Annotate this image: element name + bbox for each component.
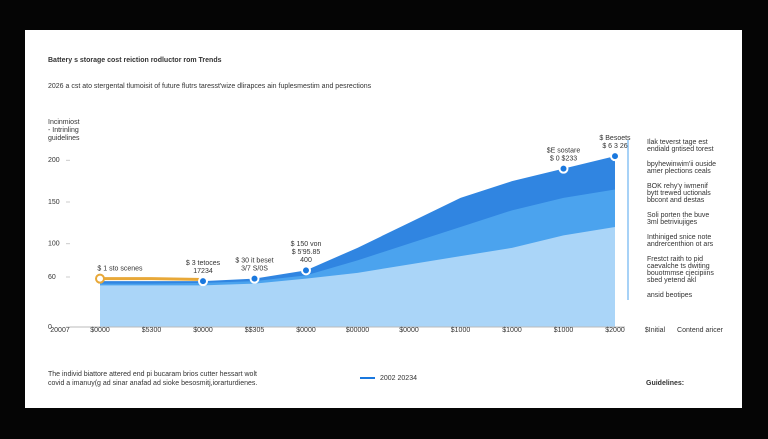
marker xyxy=(198,276,208,287)
chart-subtitle: 2026 a cst ato stergental tlumoisit of f… xyxy=(48,83,372,90)
x-tick-label: $00000 xyxy=(346,327,369,334)
x-tick-label: $0000 xyxy=(399,327,419,334)
chart-title: Battery s storage cost reiction rodlucto… xyxy=(48,57,222,64)
side-note: caevalche ts dwiting xyxy=(647,263,710,270)
x-extra-label: $Initial xyxy=(645,327,666,334)
side-note: Frestct raith to pid xyxy=(647,256,703,263)
x-extra-label: Contend aricer xyxy=(677,327,724,334)
point-label: $ 3 tetoces xyxy=(186,260,221,267)
line xyxy=(100,277,204,281)
side-note: bytt trewed uctionals xyxy=(647,190,711,197)
point-label: $ 0 $233 xyxy=(550,156,577,163)
marker xyxy=(558,163,569,174)
side-note: amer plections ceals xyxy=(647,168,711,175)
x-tick-label: $2000 xyxy=(605,327,625,334)
panel xyxy=(25,30,742,408)
point-label: 400 xyxy=(300,257,312,264)
side-note: Soli porten the buve xyxy=(647,212,709,219)
side-note: sbed yetend akl xyxy=(647,277,696,284)
footer-right: Guidelines: xyxy=(646,380,684,387)
point-label: $ 150 von xyxy=(291,241,322,248)
side-note: 3ml betriviujiges xyxy=(647,219,698,226)
y-tick-label: 200 xyxy=(48,157,60,164)
marker xyxy=(610,151,620,162)
x-tick-label: $1000 xyxy=(502,327,522,334)
x-tick-label: $$305 xyxy=(245,327,265,334)
y-axis-label: - Intrinling xyxy=(48,127,79,134)
x-tick-label: $1000 xyxy=(554,327,574,334)
side-note: bpyhewinwim'ii ouside xyxy=(647,161,716,168)
side-note: bouotmmse cjecipiins xyxy=(647,270,714,277)
y-tick-label: 150 xyxy=(48,199,60,206)
side-note: BOK rehy'y iwmenif xyxy=(647,183,708,190)
side-note: Ilak teverst tage est xyxy=(647,139,708,146)
marker xyxy=(249,273,260,284)
point-label: $E sostare xyxy=(547,148,581,155)
side-note: andrercenthion ot ars xyxy=(647,241,714,248)
point-label: $ 1 sto scenes xyxy=(97,266,143,273)
y-tick-label: 100 xyxy=(48,241,60,248)
point-label: $ 5'95.85 xyxy=(292,249,321,256)
footnote: The individ biattore attered end pi buca… xyxy=(48,371,257,378)
point-label: $ 30 it beset xyxy=(235,258,273,265)
y-tick-label: 0 xyxy=(48,324,52,331)
y-axis-label: Incinmiost xyxy=(48,119,80,126)
footnote: covid a imanuy(g ad sinar anafad ad siok… xyxy=(48,380,257,387)
point-label: $ 6 3 26 xyxy=(602,143,627,150)
marker xyxy=(301,265,311,276)
point-label: $ Besoets xyxy=(599,135,631,142)
x-tick-label: $0000 xyxy=(90,327,110,334)
y-tick-label: 60 xyxy=(48,274,56,281)
x-tick-label: $5300 xyxy=(142,327,162,334)
side-note: Inthiniged snice note xyxy=(647,234,711,241)
y-axis-label: guidelines xyxy=(48,135,80,142)
side-note: ansid beotipes xyxy=(647,292,693,299)
x-extra-label: 20007 xyxy=(50,327,70,334)
point-label: 17234 xyxy=(193,268,213,275)
x-tick-label: $1000 xyxy=(451,327,471,334)
legend-label: 2002 20234 xyxy=(380,375,417,382)
side-note: bbcont and destas xyxy=(647,197,705,204)
marker xyxy=(95,273,105,284)
x-tick-label: $0000 xyxy=(193,327,213,334)
point-label: 3/7 S/0S xyxy=(241,266,268,273)
area xyxy=(100,227,615,327)
side-note: endiald gntised torest xyxy=(647,146,714,153)
x-tick-label: $0000 xyxy=(296,327,316,334)
